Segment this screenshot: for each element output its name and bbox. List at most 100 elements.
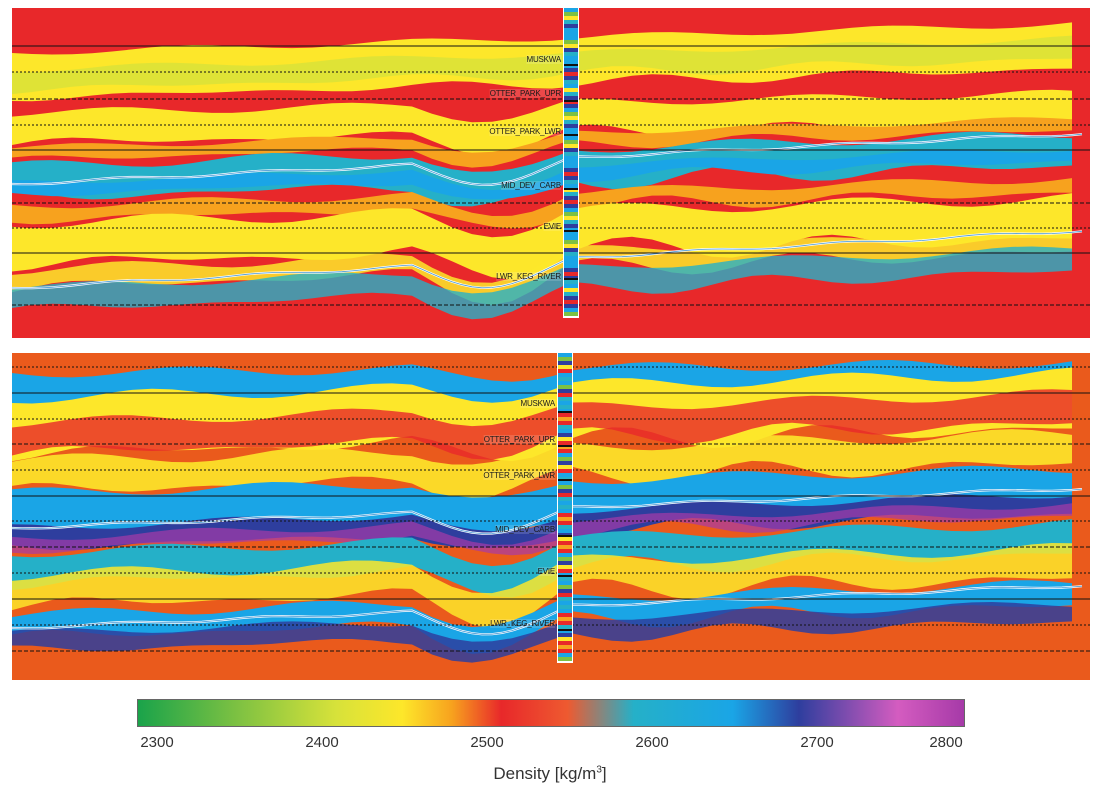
well-log-sample xyxy=(558,529,572,533)
well-log-marker xyxy=(558,629,572,631)
well-log-sample xyxy=(558,537,572,541)
well-log-sample xyxy=(564,48,578,52)
well-log-sample xyxy=(558,553,572,557)
well-log-sample xyxy=(564,304,578,308)
well-log-sample xyxy=(558,389,572,393)
well-log-sample xyxy=(564,36,578,40)
well-log-sample xyxy=(558,425,572,429)
well-log-sample xyxy=(558,637,572,641)
well-log-marker xyxy=(564,134,578,136)
well-log-sample xyxy=(558,489,572,493)
well-log-sample xyxy=(564,20,578,24)
well-log-sample xyxy=(558,641,572,645)
well-log-sample xyxy=(564,260,578,264)
well-log-sample xyxy=(564,216,578,220)
well-log-marker xyxy=(558,411,572,413)
well-log-sample xyxy=(558,605,572,609)
well-log-sample xyxy=(564,292,578,296)
well-log-sample xyxy=(564,284,578,288)
well-log-sample xyxy=(564,120,578,124)
seismic-density-image-top xyxy=(12,8,1090,338)
well-log-sample xyxy=(564,220,578,224)
well-log-marker xyxy=(558,479,572,481)
well-log-sample xyxy=(564,12,578,16)
well-log-sample xyxy=(564,40,578,44)
well-log-sample xyxy=(558,541,572,545)
well-log-sample xyxy=(564,296,578,300)
well-log-marker xyxy=(558,575,572,577)
horizon-label-evie: EVIE xyxy=(537,567,555,576)
well-log-sample xyxy=(558,373,572,377)
density-band xyxy=(12,117,1072,168)
well-log-sample xyxy=(564,272,578,276)
well-log-sample xyxy=(564,184,578,188)
well-log-sample xyxy=(558,381,572,385)
well-log-sample xyxy=(558,485,572,489)
well-log-sample xyxy=(564,252,578,256)
density-band xyxy=(12,543,1072,629)
horizon-label-lwr-keg-river: LWR_KEG_RIVER xyxy=(490,619,555,628)
well-log-sample xyxy=(564,128,578,132)
well-log-sample xyxy=(564,160,578,164)
well-log-sample xyxy=(564,224,578,228)
well-log-sample xyxy=(558,549,572,553)
colorbar-tick: 2400 xyxy=(305,734,339,751)
density-band xyxy=(12,246,1072,320)
well-log-sample xyxy=(558,513,572,517)
colorbar-tick: 2300 xyxy=(140,734,174,751)
well-log-sample xyxy=(558,413,572,417)
well-log-sample xyxy=(558,521,572,525)
density-band xyxy=(12,149,1072,200)
well-log-sample xyxy=(558,597,572,601)
well-log-sample xyxy=(564,240,578,244)
well-log-sample xyxy=(564,124,578,128)
well-log-sample xyxy=(564,28,578,32)
horizon-trace-core xyxy=(12,585,1083,635)
well-log-sample xyxy=(558,465,572,469)
well-log-sample xyxy=(564,104,578,108)
density-band xyxy=(12,503,1072,556)
well-log-sample xyxy=(564,60,578,64)
well-log-sample xyxy=(558,369,572,373)
well-log-sample xyxy=(558,545,572,549)
horizon-label-otter-park-lwr: OTTER_PARK_LWR xyxy=(489,127,561,136)
well-log-sample xyxy=(564,196,578,200)
well-log-sample xyxy=(558,569,572,573)
horizon-label-muskwa: MUSKWA xyxy=(526,55,561,64)
well-log-sample xyxy=(564,312,578,316)
well-log-sample xyxy=(564,148,578,152)
well-log-sample xyxy=(558,417,572,421)
well-log-sample xyxy=(558,657,572,661)
well-log-sample xyxy=(558,405,572,409)
well-log-sample xyxy=(564,112,578,116)
well-log-marker xyxy=(564,188,578,190)
colorbar-tick: 2600 xyxy=(635,734,669,751)
well-log-sample xyxy=(564,32,578,36)
well-log-sample xyxy=(558,437,572,441)
well-log-sample xyxy=(558,585,572,589)
colorbar-tick: 2500 xyxy=(470,734,504,751)
density-section-top: MUSKWA OTTER_PARK_UPR OTTER_PARK_LWR MID… xyxy=(12,8,1090,338)
well-log-sample xyxy=(564,80,578,84)
well-log-sample xyxy=(558,481,572,485)
well-log-sample xyxy=(558,561,572,565)
well-log-sample xyxy=(564,192,578,196)
well-log-sample xyxy=(564,164,578,168)
well-log-sample xyxy=(558,581,572,585)
well-log-sample xyxy=(558,441,572,445)
well-log-sample xyxy=(564,232,578,236)
well-log-sample xyxy=(558,497,572,501)
well-log-sample xyxy=(564,280,578,284)
horizon-trace-core xyxy=(12,230,1083,289)
well-log-sample xyxy=(558,649,572,653)
well-log-sample xyxy=(564,308,578,312)
well-log-sample xyxy=(558,457,572,461)
well-log-sample xyxy=(564,16,578,20)
well-log-sample xyxy=(564,212,578,216)
well-log-sample xyxy=(558,397,572,401)
horizon-label-otter-park-lwr: OTTER_PARK_LWR xyxy=(483,471,555,480)
horizon-label-evie: EVIE xyxy=(543,222,561,231)
well-log-marker xyxy=(564,100,578,102)
well-log-sample xyxy=(558,469,572,473)
horizon-label-otter-park-upr: OTTER_PARK_UPR xyxy=(483,435,555,444)
